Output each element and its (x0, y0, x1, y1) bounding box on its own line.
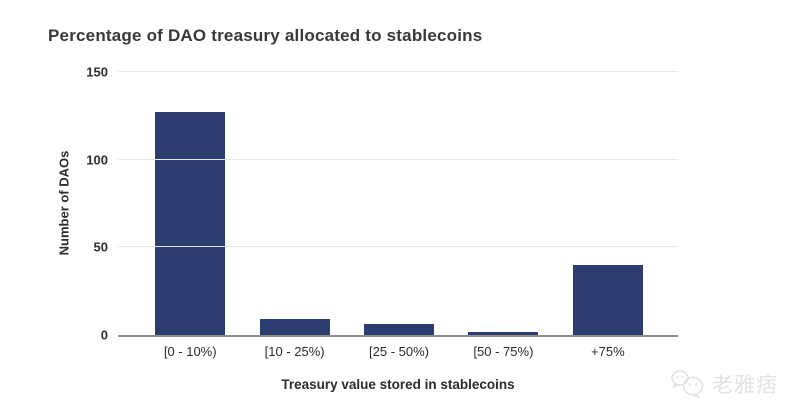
x-tick-label: [10 - 25%) (264, 344, 325, 359)
chart-title: Percentage of DAO treasury allocated to … (48, 26, 483, 45)
bars-row: [0 - 10%) [10 - 25%) [25 - 50%) [50 - 75%) +… (138, 72, 660, 359)
wechat-icon (669, 368, 705, 400)
plot-area: [0 - 10%) [10 - 25%) [25 - 50%) [50 - 75%) +… (86, 65, 678, 359)
x-axis-title: Treasury value stored in stablecoins (281, 377, 515, 392)
bar-band: [50 - 75%) (451, 72, 555, 359)
y-tick-label-50: 50 (93, 239, 108, 255)
watermark: 老雅痞 (669, 368, 778, 400)
y-tick-label-0: 0 (100, 327, 108, 343)
bar-2 (259, 319, 330, 335)
gridline-100 (118, 158, 678, 160)
gridline-50 (118, 246, 678, 248)
x-tick-label: [50 - 75%) (473, 344, 534, 359)
gridline-150 (118, 71, 678, 72)
watermark-text: 老雅痞 (712, 374, 778, 397)
bar-band: [10 - 25%) (242, 72, 346, 359)
bar-5 (572, 264, 643, 335)
y-tick-label-100: 100 (86, 152, 108, 168)
bar-band: [25 - 50%) (347, 72, 451, 359)
x-tick-label: [25 - 50%) (369, 344, 429, 359)
bar-4 (468, 331, 539, 335)
bar-band: +75% (556, 72, 660, 359)
x-tick-label: +75% (591, 344, 625, 359)
bar-3 (364, 324, 435, 335)
y-axis-title: Number of DAOs (56, 150, 72, 256)
bar-1 (155, 112, 226, 335)
bar-band: [0 - 10%) (138, 72, 242, 359)
x-tick-label: [0 - 10%) (163, 344, 217, 359)
y-tick-label-150: 150 (86, 64, 108, 80)
